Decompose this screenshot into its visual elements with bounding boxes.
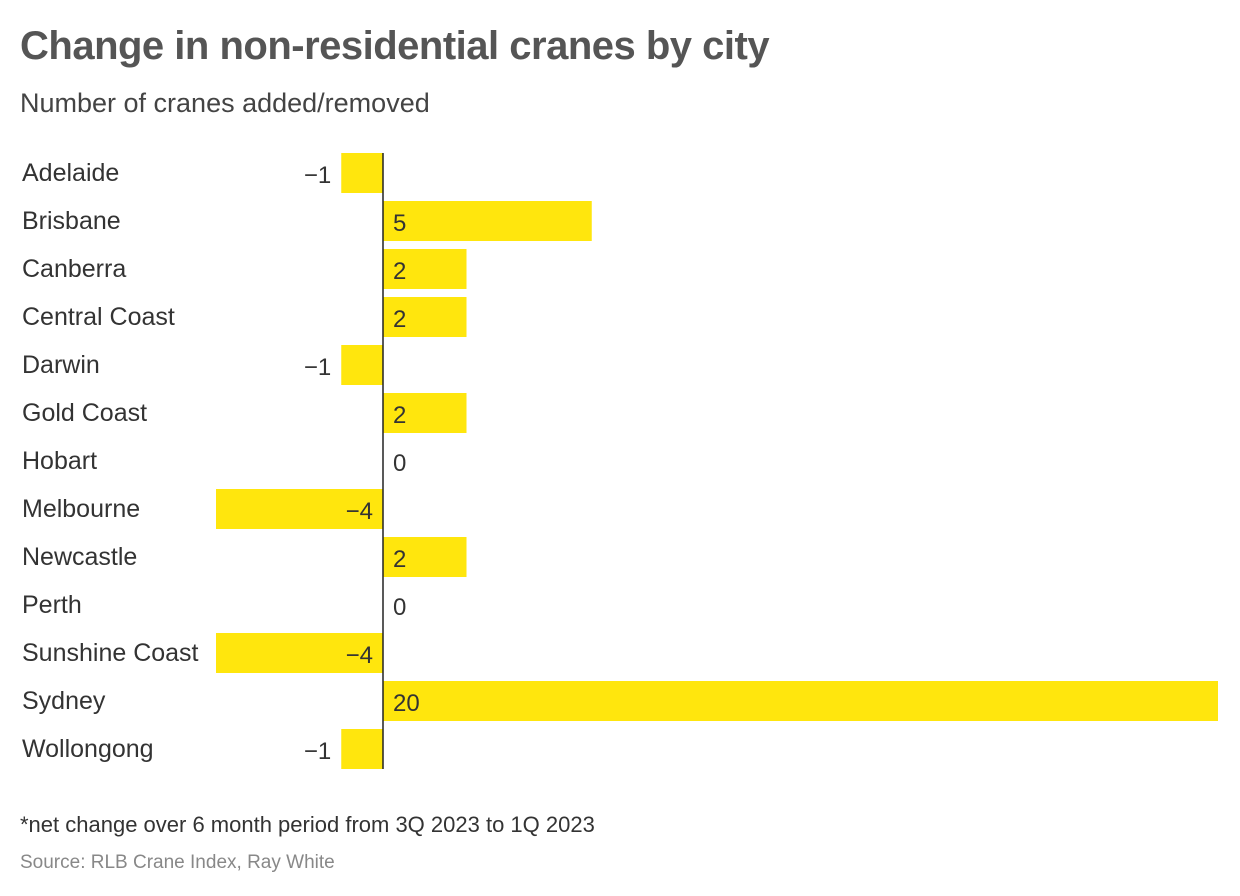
category-label: Sydney bbox=[22, 687, 106, 715]
data-label: 2 bbox=[393, 258, 406, 285]
category-label: Central Coast bbox=[22, 303, 175, 331]
category-label: Adelaide bbox=[22, 159, 119, 187]
data-label: −4 bbox=[346, 642, 373, 669]
bar bbox=[341, 153, 383, 193]
data-label: −1 bbox=[304, 162, 331, 189]
bar bbox=[341, 729, 383, 769]
category-label: Melbourne bbox=[22, 495, 140, 523]
bar bbox=[383, 681, 1218, 721]
data-label: 20 bbox=[393, 690, 420, 717]
bar bbox=[383, 249, 467, 289]
data-label: 2 bbox=[393, 306, 406, 333]
category-label: Gold Coast bbox=[22, 399, 147, 427]
bar bbox=[383, 537, 467, 577]
data-label: −4 bbox=[346, 498, 373, 525]
data-label: 2 bbox=[393, 546, 406, 573]
bar bbox=[216, 489, 383, 529]
category-label: Newcastle bbox=[22, 543, 137, 571]
category-label: Hobart bbox=[22, 447, 97, 475]
data-label: −1 bbox=[304, 354, 331, 381]
data-label: −1 bbox=[304, 738, 331, 765]
chart-subtitle: Number of cranes added/removed bbox=[20, 88, 430, 118]
bar bbox=[383, 393, 467, 433]
data-label: 5 bbox=[393, 210, 406, 237]
data-label: 0 bbox=[393, 450, 406, 477]
category-label: Darwin bbox=[22, 351, 100, 379]
footnote: *net change over 6 month period from 3Q … bbox=[20, 812, 595, 837]
bar bbox=[341, 345, 383, 385]
chart-title: Change in non-residential cranes by city bbox=[20, 24, 770, 68]
source-note: Source: RLB Crane Index, Ray White bbox=[20, 852, 335, 873]
category-label: Canberra bbox=[22, 255, 126, 283]
category-label: Perth bbox=[22, 591, 82, 619]
data-label: 0 bbox=[393, 594, 406, 621]
category-label: Sunshine Coast bbox=[22, 639, 199, 667]
category-label: Wollongong bbox=[22, 735, 154, 763]
bar bbox=[216, 633, 383, 673]
data-label: 2 bbox=[393, 402, 406, 429]
bar bbox=[383, 201, 592, 241]
bar bbox=[383, 297, 467, 337]
category-label: Brisbane bbox=[22, 207, 121, 235]
